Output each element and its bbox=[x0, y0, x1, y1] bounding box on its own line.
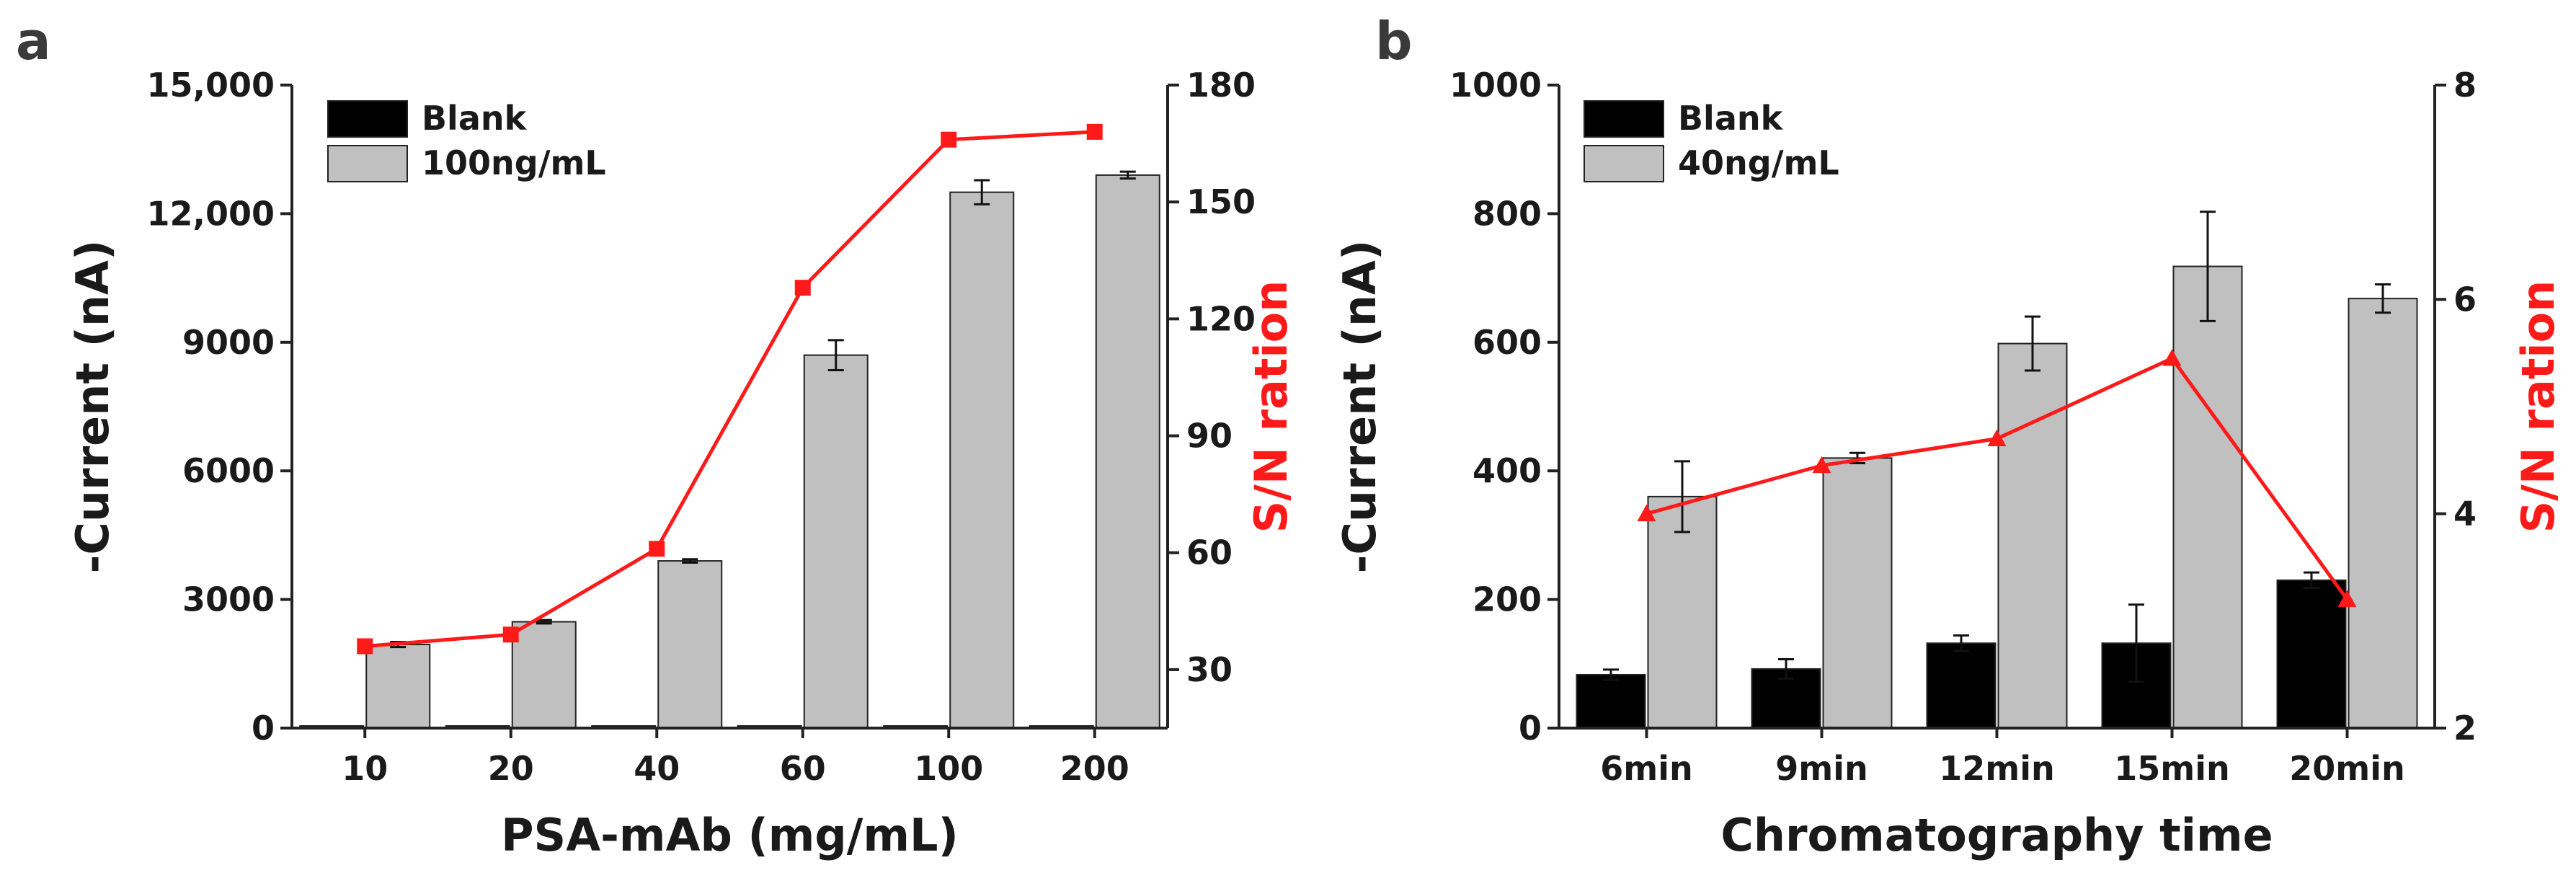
legend-label: 40ng/mL bbox=[1678, 143, 1839, 182]
y-tick-label: 1000 bbox=[1449, 66, 1542, 105]
bar bbox=[1647, 495, 1718, 729]
bar bbox=[1997, 342, 2068, 730]
x-tick-label: 60 bbox=[780, 749, 826, 788]
y-tick-label: 0 bbox=[252, 709, 275, 748]
legend-label: Blank bbox=[1678, 99, 1784, 138]
bar bbox=[511, 621, 577, 729]
sn-ratio-point bbox=[1987, 429, 2007, 446]
sn-ratio-point bbox=[1086, 123, 1103, 140]
x-tick-label: 15min bbox=[2114, 749, 2229, 788]
bar bbox=[1576, 673, 1646, 729]
legend-swatch bbox=[1584, 145, 1664, 182]
x-tick-label: 100 bbox=[914, 749, 983, 788]
bar bbox=[803, 354, 869, 729]
y2-tick-label: 180 bbox=[1186, 66, 1256, 105]
sn-ratio-point bbox=[941, 131, 957, 148]
y2-axis-title: S/N ration bbox=[2512, 280, 2564, 533]
y-tick-label: 6000 bbox=[182, 451, 275, 490]
y-axis-title: -Current (nA) bbox=[1333, 240, 1386, 574]
x-axis-title: Chromatography time bbox=[1720, 809, 2273, 861]
x-tick-label: 6min bbox=[1600, 749, 1692, 788]
x-tick-label: 40 bbox=[634, 749, 680, 788]
sn-ratio-point bbox=[1812, 456, 1831, 474]
bar bbox=[1095, 174, 1160, 729]
legend-swatch bbox=[327, 100, 408, 138]
x-tick-label: 20 bbox=[488, 749, 534, 788]
sn-ratio-point bbox=[1637, 504, 1656, 522]
sn-ratio-point bbox=[2337, 590, 2357, 607]
y-tick-label: 200 bbox=[1473, 580, 1542, 619]
x-axis-title: PSA-mAb (mg/mL) bbox=[501, 809, 959, 861]
y2-tick-label: 8 bbox=[2453, 66, 2477, 105]
sn-ratio-point bbox=[2162, 349, 2182, 366]
sn-ratio-line bbox=[365, 130, 1095, 648]
chart-panel-a: 0 3000 6000 9000 12,000 15,000 30 60 90 120 150 180… bbox=[66, 66, 1297, 861]
y2-tick-label: 90 bbox=[1186, 417, 1233, 456]
y2-axis-title: S/N ration bbox=[1245, 280, 1297, 533]
y2-tick-label: 120 bbox=[1186, 299, 1256, 338]
panel-letter-b: b bbox=[1375, 11, 1413, 71]
y2-tick-label: 60 bbox=[1186, 533, 1233, 572]
bar bbox=[1822, 457, 1893, 729]
chart-panel-b: 0 200 400 600 800 1000 2 4 6 8 6min 9min 12min 15min 2… bbox=[1333, 66, 2564, 861]
legend-label: 100ng/mL bbox=[422, 143, 606, 182]
sn-ratio-point bbox=[357, 638, 373, 655]
legend-label: Blank bbox=[422, 99, 528, 138]
sn-ratio-point bbox=[794, 280, 811, 296]
legend-swatch bbox=[327, 145, 408, 182]
x-tick-label: 9min bbox=[1775, 749, 1867, 788]
y-tick-label: 600 bbox=[1473, 323, 1542, 362]
y-tick-label: 0 bbox=[1519, 709, 1542, 748]
y-tick-label: 3000 bbox=[182, 580, 275, 619]
panel-letter-a: a bbox=[16, 11, 51, 71]
y-tick-label: 12,000 bbox=[146, 194, 275, 233]
y2-tick-label: 6 bbox=[2453, 280, 2477, 319]
y2-tick-label: 2 bbox=[2453, 709, 2477, 748]
bar bbox=[2348, 298, 2418, 730]
y2-tick-label: 150 bbox=[1186, 182, 1256, 221]
x-tick-label: 20min bbox=[2289, 749, 2404, 788]
y-tick-label: 9000 bbox=[182, 323, 275, 362]
bar bbox=[2172, 265, 2243, 729]
x-tick-label: 200 bbox=[1060, 749, 1129, 788]
sn-ratio-point bbox=[502, 626, 519, 643]
bar bbox=[657, 560, 723, 730]
bar bbox=[2276, 579, 2347, 730]
y2-tick-label: 4 bbox=[2453, 495, 2477, 533]
y-axis-title: -Current (nA) bbox=[66, 240, 119, 574]
bar bbox=[1926, 642, 1997, 729]
y-tick-label: 800 bbox=[1473, 194, 1542, 233]
sn-ratio-point bbox=[649, 541, 665, 557]
legend-swatch bbox=[1584, 100, 1664, 138]
bar bbox=[949, 191, 1015, 729]
x-tick-label: 12min bbox=[1939, 749, 2054, 788]
y-tick-label: 400 bbox=[1473, 451, 1542, 490]
y-tick-label: 15,000 bbox=[146, 66, 275, 105]
x-tick-label: 10 bbox=[342, 749, 388, 788]
y2-tick-label: 30 bbox=[1186, 650, 1233, 689]
bar bbox=[365, 644, 431, 729]
